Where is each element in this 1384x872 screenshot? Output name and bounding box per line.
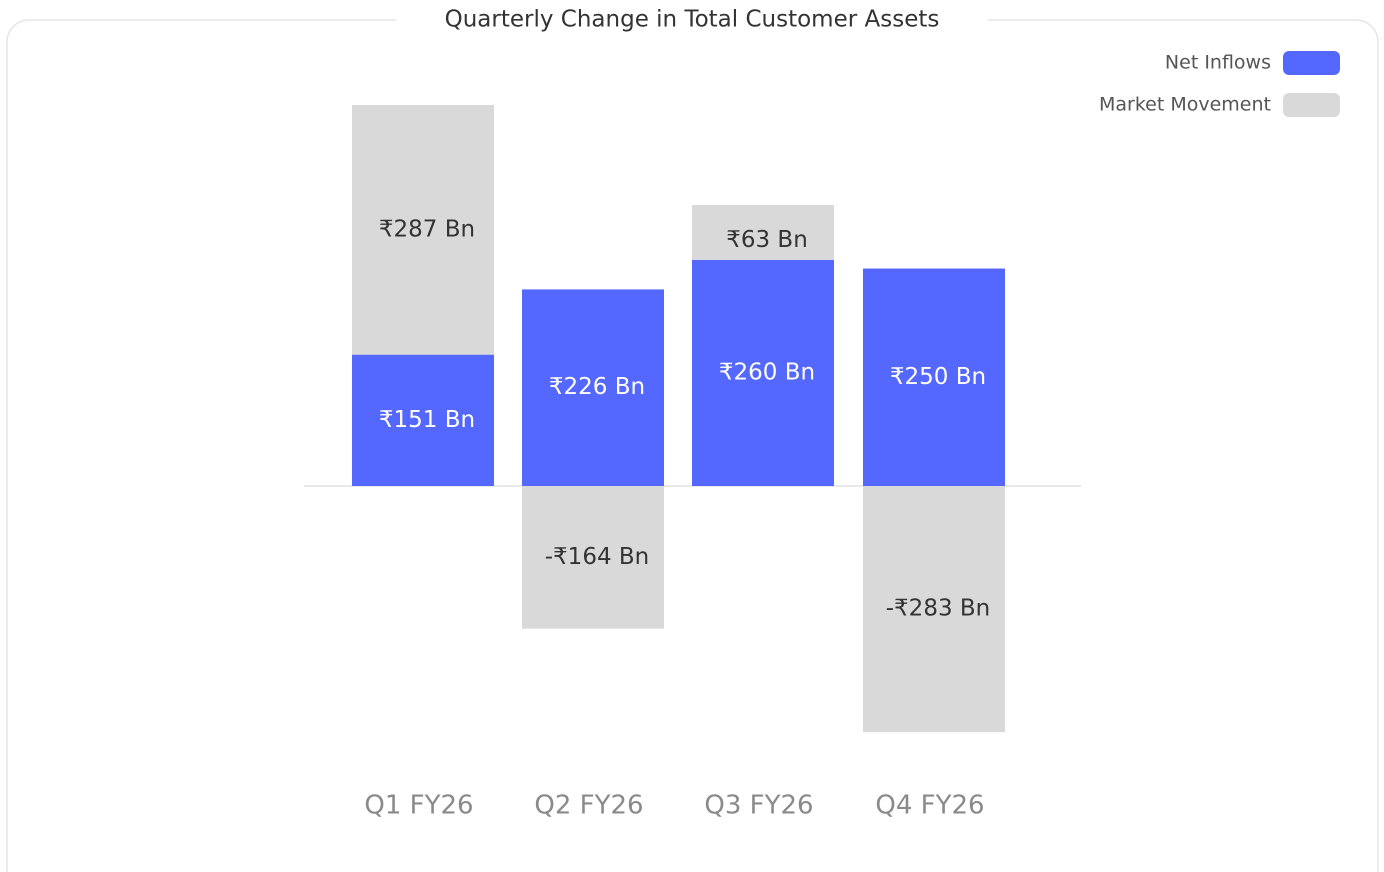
- data-label: ₹260 Bn: [719, 359, 815, 385]
- data-label: ₹250 Bn: [890, 364, 986, 390]
- bar-segment: [352, 354, 494, 486]
- bar-segment: [522, 289, 664, 486]
- data-label: -₹164 Bn: [545, 544, 650, 570]
- legend-label: Market Movement: [1099, 94, 1271, 116]
- x-tick-label: Q3 FY26: [704, 791, 813, 821]
- chart-title: Quarterly Change in Total Customer Asset…: [445, 7, 940, 33]
- bar-segment: [352, 105, 494, 355]
- data-label: ₹151 Bn: [379, 407, 475, 433]
- bar-segment: [692, 259, 834, 486]
- bar-segment: [522, 486, 664, 629]
- legend-swatch: [1283, 51, 1340, 75]
- bar-segment: [692, 205, 834, 260]
- data-label: -₹283 Bn: [886, 596, 991, 622]
- data-label: ₹287 Bn: [379, 216, 475, 242]
- x-tick-label: Q2 FY26: [534, 791, 643, 821]
- data-label: ₹63 Bn: [726, 227, 808, 253]
- legend-label: Net Inflows: [1165, 52, 1271, 74]
- bar-segment: [863, 486, 1005, 733]
- x-tick-label: Q1 FY26: [364, 791, 473, 821]
- x-tick-label: Q4 FY26: [875, 791, 984, 821]
- title-backdrop: [396, 4, 988, 38]
- data-label: ₹226 Bn: [549, 374, 645, 400]
- legend-swatch: [1283, 93, 1340, 117]
- bar-segment: [863, 268, 1005, 486]
